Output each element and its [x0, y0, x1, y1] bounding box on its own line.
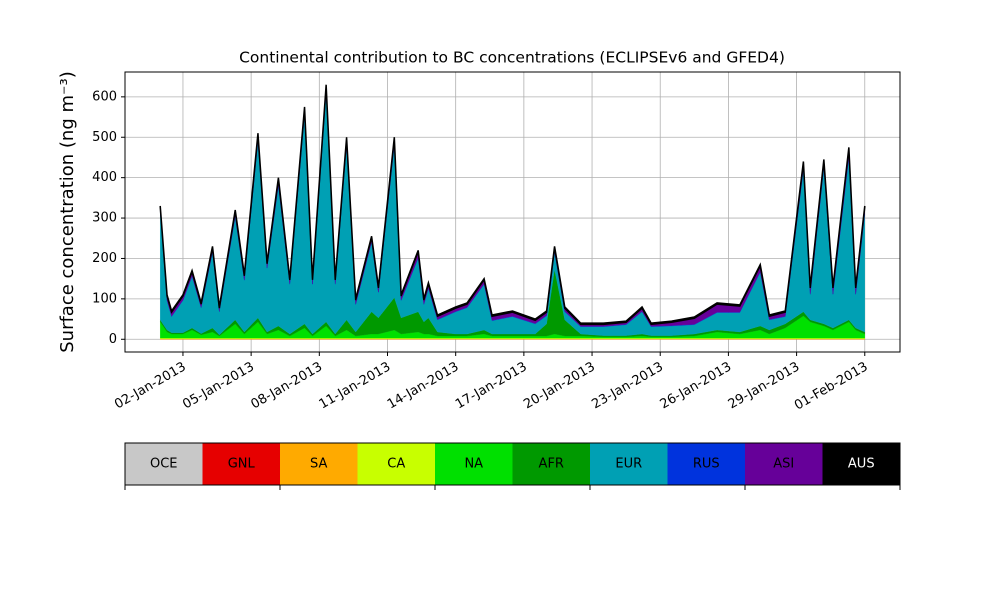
- legend-label: OCE: [150, 457, 178, 472]
- y-axis-label: Surface concentration (ng m⁻³): [57, 71, 78, 353]
- legend-swatch: [512, 443, 590, 485]
- chart-title: Continental contribution to BC concentra…: [239, 49, 785, 67]
- legend-swatch: [202, 443, 280, 485]
- y-tick-label: 0: [109, 332, 117, 347]
- legend-swatch: [125, 443, 203, 485]
- y-tick-label: 300: [92, 211, 117, 226]
- legend-label: ASI: [773, 457, 794, 472]
- legend-swatch: [280, 443, 358, 485]
- legend-swatch: [822, 443, 900, 485]
- legend-frame: [124, 442, 901, 486]
- legend-label: SA: [310, 457, 327, 472]
- plot-area: [125, 72, 900, 352]
- y-tick-label: 100: [92, 291, 117, 306]
- legend-swatch: [435, 443, 513, 485]
- legend-swatch: [357, 443, 435, 485]
- y-tick-label: 400: [92, 170, 117, 185]
- legend-label: NA: [464, 457, 483, 472]
- legend-swatch: [590, 443, 668, 485]
- area: [159, 84, 866, 326]
- legend-label: GNL: [228, 457, 256, 472]
- legend-label: CA: [387, 457, 405, 472]
- legend-label: EUR: [615, 457, 642, 472]
- legend-swatch: [745, 443, 823, 485]
- legend-label: AUS: [848, 457, 875, 472]
- y-tick-label: 500: [92, 130, 117, 145]
- legend-label: RUS: [693, 457, 720, 472]
- legend: OCE GNL SA CA NA AFR EUR RUS ASI AUS: [124, 442, 901, 490]
- legend-swatch: [667, 443, 745, 485]
- y-tick-label: 600: [92, 89, 117, 104]
- axes-frame: [124, 71, 901, 353]
- y-tick-label: 200: [92, 251, 117, 266]
- legend-label: AFR: [539, 457, 564, 472]
